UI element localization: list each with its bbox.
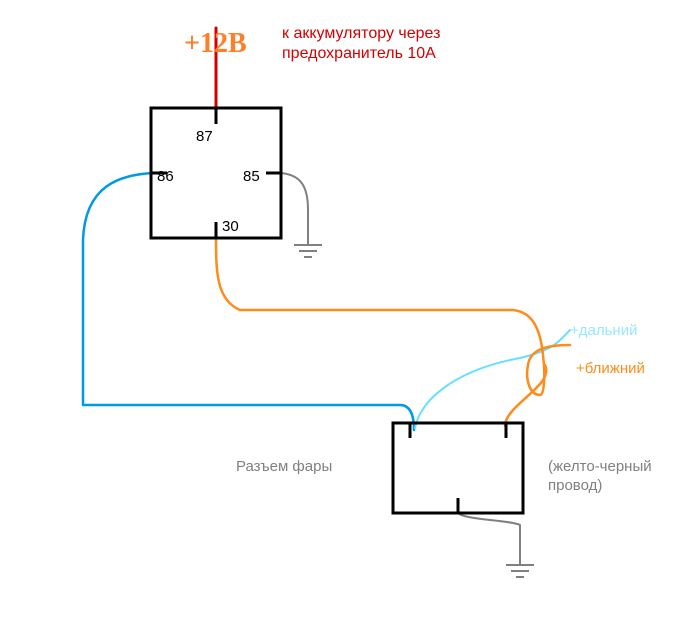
pin-30-label: 30 xyxy=(222,218,239,235)
label-yellow-black-wire: (желто-черный провод) xyxy=(548,458,652,496)
wire-gray-conn-gnd xyxy=(458,513,520,565)
wire-cyan-high xyxy=(415,330,570,428)
label-high-beam: +дальний xyxy=(570,322,637,339)
label-battery: к аккумулятору через предохранитель 10А xyxy=(282,24,440,64)
pin-86-label: 86 xyxy=(157,168,174,185)
wire-blue-86 xyxy=(83,173,414,430)
wire-orange-30 xyxy=(216,237,570,395)
label-low-beam: +ближний xyxy=(576,360,645,377)
wiring-diagram xyxy=(0,0,698,623)
pin-87-label: 87 xyxy=(196,128,213,145)
wire-gray-relay-gnd xyxy=(281,173,308,245)
label-headlight-connector: Разъем фары xyxy=(236,458,332,475)
pin-85-label: 85 xyxy=(243,168,260,185)
label-12v: +12B xyxy=(184,28,247,60)
